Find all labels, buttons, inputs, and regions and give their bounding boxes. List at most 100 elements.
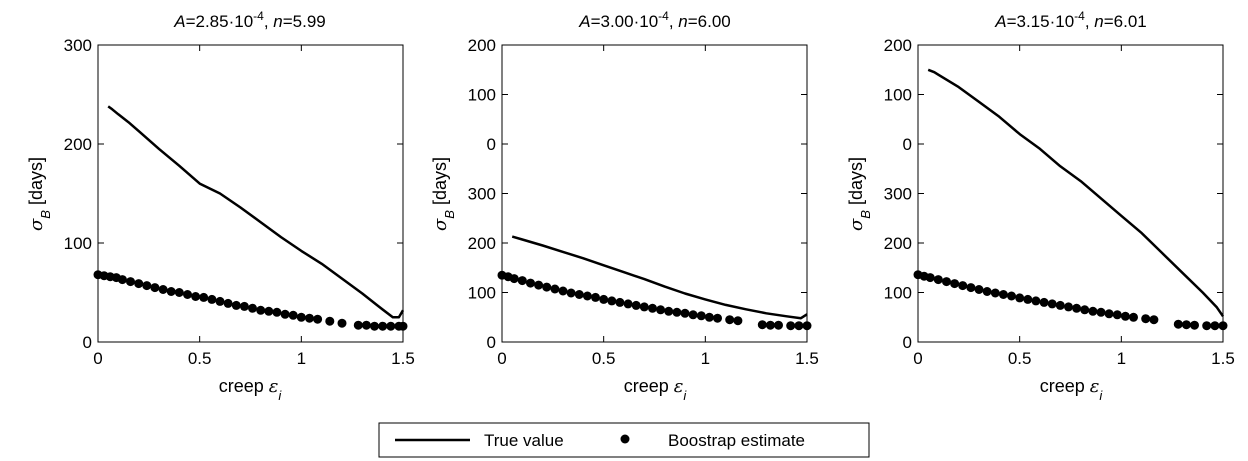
bootstrap-point: [231, 300, 241, 310]
bootstrap-point: [1104, 309, 1114, 319]
bootstrap-point: [398, 321, 408, 331]
bootstrap-point: [680, 308, 690, 318]
bootstrap-point: [1218, 321, 1228, 331]
bootstrap-point: [1096, 307, 1106, 317]
y-tick-label: 100: [468, 284, 496, 303]
bootstrap-point: [1007, 291, 1016, 301]
y-tick-label: 100: [468, 86, 496, 105]
bootstrap-point: [648, 303, 657, 313]
bootstrap-point: [696, 311, 706, 321]
y-tick-label: 100: [884, 86, 912, 105]
legend-label-true-value: True value: [484, 431, 564, 450]
panel-title: A=3.15·10-4, n=6.01: [994, 9, 1147, 31]
bootstrap-point: [1031, 296, 1041, 306]
bootstrap-point: [166, 287, 176, 296]
x-tick-label: 0: [913, 349, 922, 368]
bootstrap-point: [183, 290, 192, 299]
bootstrap-point: [305, 313, 314, 323]
bootstrap-point: [288, 310, 298, 320]
x-tick-label: 1.5: [391, 349, 415, 368]
bootstrap-point: [672, 307, 682, 317]
y-tick-label: 0: [487, 333, 496, 352]
y-tick-label: 200: [884, 36, 912, 55]
bootstrap-point: [599, 294, 609, 304]
bootstrap-point: [733, 316, 743, 326]
bootstrap-point: [757, 320, 767, 330]
bootstrap-point: [117, 275, 127, 285]
bootstrap-point: [774, 320, 783, 330]
true-value-line: [927, 68, 1225, 318]
panel-title: A=2.85·10-4, n=5.99: [173, 9, 326, 31]
bootstrap-point: [142, 281, 152, 291]
bootstrap-point: [509, 274, 519, 284]
bootstrap-point: [150, 283, 160, 293]
y-tick-label: 0: [903, 333, 912, 352]
bootstrap-point: [688, 310, 698, 320]
bootstrap-point: [615, 297, 625, 307]
bootstrap-point: [1120, 311, 1130, 321]
bootstrap-point: [558, 286, 568, 296]
bootstrap-point: [933, 275, 943, 285]
x-tick-label: 0: [497, 349, 506, 368]
bootstrap-point: [1064, 302, 1073, 312]
bootstrap-point: [1210, 321, 1220, 331]
bootstrap-point: [272, 307, 282, 317]
bootstrap-point: [158, 285, 168, 294]
legend: True value Boostrap estimate: [378, 422, 870, 458]
bootstrap-point: [550, 284, 560, 294]
bootstrap-point: [1080, 305, 1090, 315]
bootstrap-point: [582, 291, 592, 301]
bootstrap-point: [1072, 303, 1082, 313]
plot-frame: [501, 44, 808, 343]
y-tick-label: 300: [468, 185, 496, 204]
y-tick-label: 0: [83, 333, 92, 352]
bootstrap-point: [704, 312, 714, 322]
bootstrap-point: [765, 320, 775, 330]
bootstrap-point: [591, 292, 600, 302]
x-tick-label: 0.5: [1008, 349, 1032, 368]
bootstrap-point: [191, 292, 201, 301]
bootstrap-point: [207, 294, 217, 304]
bootstrap-point: [942, 277, 951, 287]
panel-title: A=3.00·10-4, n=6.00: [578, 9, 731, 31]
bootstrap-point: [966, 283, 976, 293]
bootstrap-point: [325, 316, 335, 326]
bootstrap-point: [256, 305, 266, 315]
plot-frame: [97, 44, 404, 343]
x-tick-label: 1.5: [795, 349, 819, 368]
x-tick-label: 1: [1117, 349, 1126, 368]
bootstrap-point: [264, 306, 274, 316]
bootstrap-point: [990, 288, 1000, 298]
x-axis-label: creep εi: [624, 376, 688, 403]
y-tick-label: 100: [64, 234, 92, 253]
true-value-line: [107, 105, 405, 319]
y-tick-label: 300: [884, 185, 912, 204]
bootstrap-point: [1190, 320, 1199, 330]
panel-2: A=3.00·10-4, n=6.00 0 0.5 1 1.5 0 100 200 300 0 1…: [430, 9, 819, 403]
x-axis-label: creep εi: [219, 376, 283, 403]
bootstrap-point: [199, 292, 209, 302]
y-tick-label: 0: [487, 135, 496, 154]
bootstrap-point: [574, 290, 584, 299]
bootstrap-point: [215, 296, 225, 306]
x-tick-label: 1.5: [1211, 349, 1235, 368]
bootstrap-point: [1181, 320, 1191, 330]
bootstrap-point: [998, 290, 1008, 299]
bootstrap-point: [1023, 294, 1033, 304]
y-tick-label: 0: [903, 135, 912, 154]
bootstrap-point: [974, 285, 984, 294]
true-value-line: [511, 235, 808, 320]
bootstrap-point: [1202, 321, 1212, 331]
bootstrap-point: [296, 312, 306, 322]
y-tick-label: 100: [884, 284, 912, 303]
bootstrap-point: [1141, 314, 1151, 324]
bootstrap-point: [1129, 312, 1138, 322]
bootstrap-point: [1149, 315, 1159, 325]
x-tick-label: 0.5: [592, 349, 616, 368]
bootstrap-point: [631, 300, 641, 310]
y-axis-label: σB [days]: [26, 157, 53, 231]
bootstrap-point: [223, 298, 233, 308]
x-tick-label: 0.5: [188, 349, 212, 368]
x-tick-label: 1: [701, 349, 710, 368]
